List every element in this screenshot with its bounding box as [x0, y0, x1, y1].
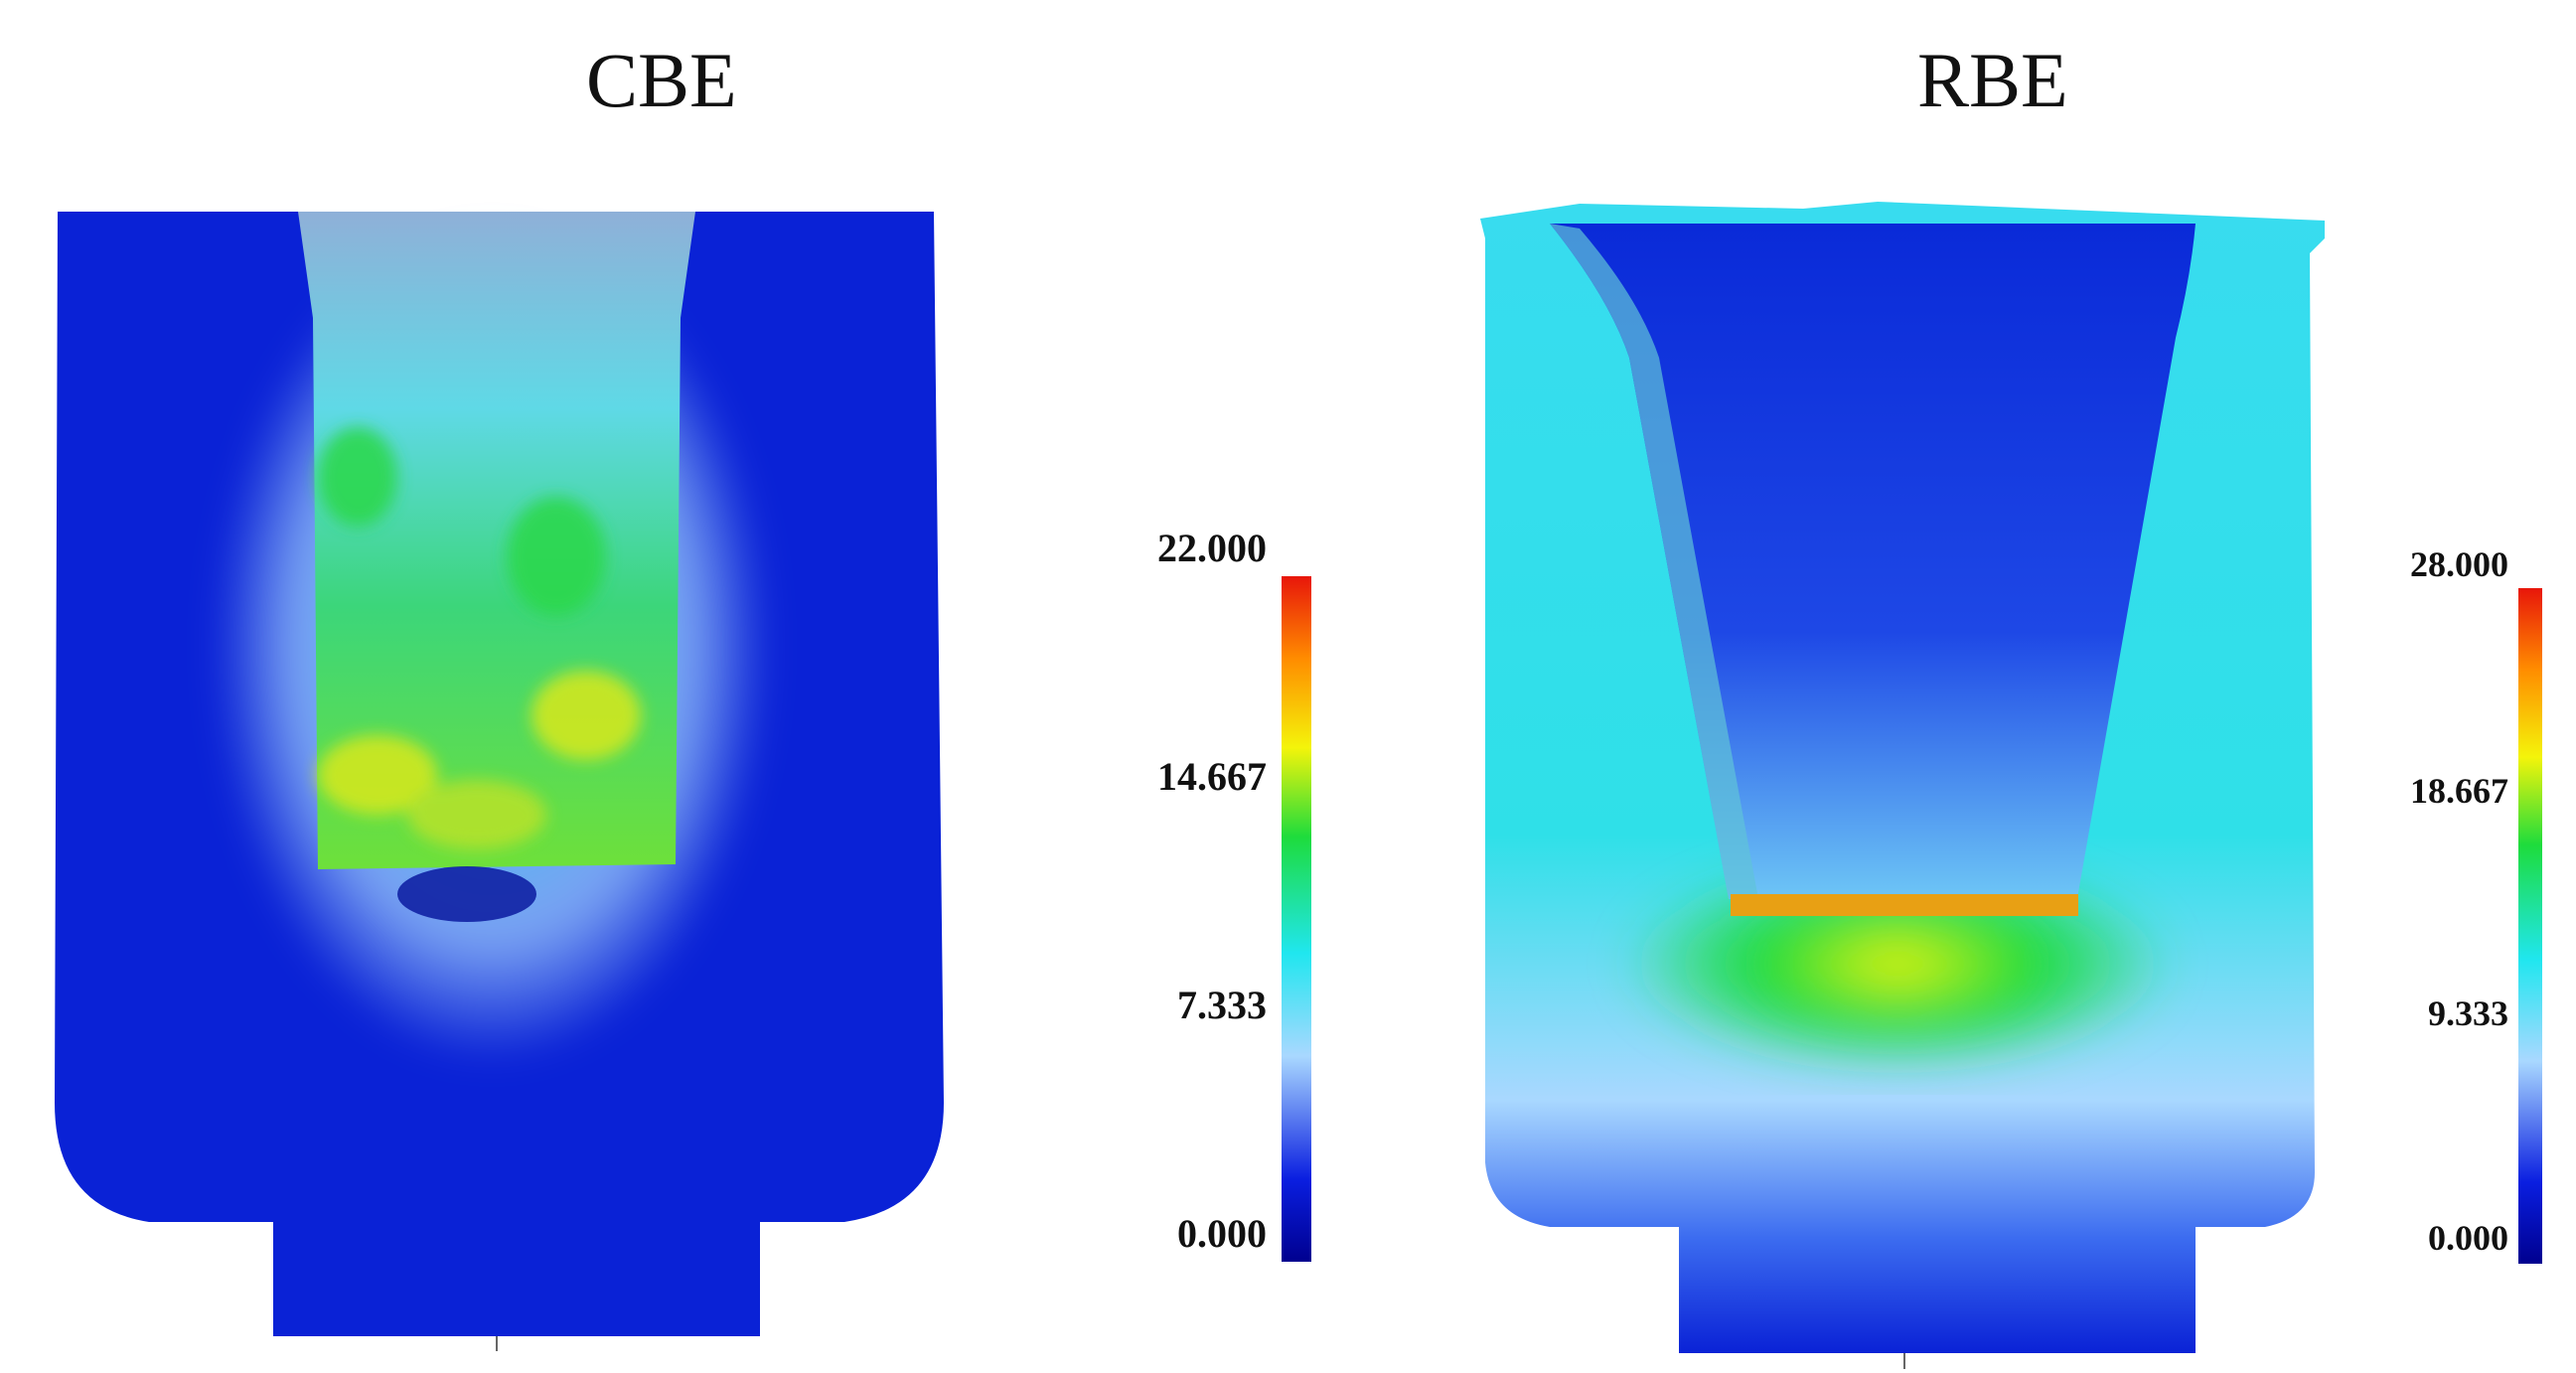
rbe-cavity-floor: [1731, 894, 2078, 916]
cbe-legend-min: 0.000: [1177, 1211, 1267, 1256]
cbe-simulation-field: [55, 212, 944, 1351]
rbe-legend-max: 28.000: [2410, 544, 2508, 584]
rbe-legend-min: 0.000: [2428, 1218, 2508, 1258]
cbe-colorbar: [1282, 576, 1311, 1262]
rbe-legend-high: 18.667: [2410, 771, 2508, 811]
rbe-colorbar: [2518, 588, 2542, 1264]
rbe-simulation-field: [1480, 202, 2325, 1369]
cbe-legend-high: 14.667: [1157, 754, 1267, 799]
rbe-title: RBE: [1917, 37, 2068, 123]
cbe-legend-mid: 7.333: [1177, 983, 1267, 1027]
cbe-title: CBE: [586, 37, 737, 123]
cbe-legend-max: 22.000: [1157, 526, 1267, 570]
rbe-legend-mid: 9.333: [2428, 993, 2508, 1033]
